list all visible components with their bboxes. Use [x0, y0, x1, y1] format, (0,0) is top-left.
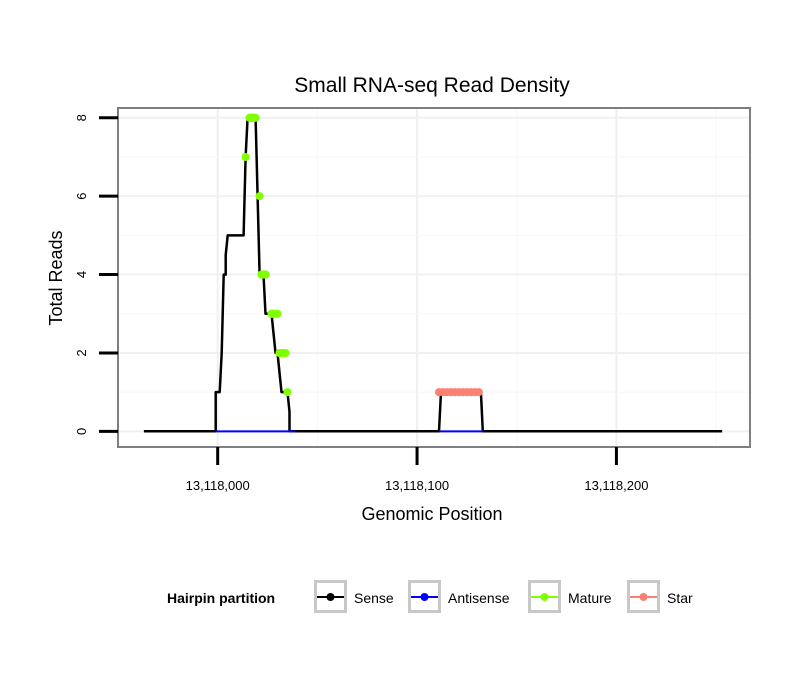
y-axis: 0 2 4 6 8	[74, 114, 118, 435]
y-tick-label: 2	[74, 349, 89, 356]
mature-point	[261, 270, 270, 279]
legend-marker-sense	[326, 593, 335, 601]
x-tick-label: 13,118,100	[385, 478, 449, 493]
star-point	[474, 388, 483, 397]
x-axis: 13,118,000 13,118,100 13,118,200	[186, 447, 648, 493]
mature-point	[281, 348, 290, 357]
series-layer	[143, 113, 723, 433]
x-axis-label: Genomic Position	[361, 504, 502, 524]
mature-point	[241, 152, 250, 161]
chart-title: Small RNA-seq Read Density	[294, 74, 570, 97]
legend-label-antisense: Antisense	[448, 590, 510, 606]
y-axis-label: Total Reads	[46, 230, 66, 325]
x-tick-label: 13,118,200	[584, 478, 648, 493]
legend: Hairpin partition Sense Antisense Mature St…	[167, 580, 693, 613]
legend-marker-mature	[540, 593, 549, 601]
y-tick-label: 6	[74, 193, 89, 200]
y-tick-label: 4	[74, 271, 89, 278]
legend-title: Hairpin partition	[167, 590, 275, 606]
mature-point	[251, 113, 260, 122]
legend-label-mature: Mature	[568, 590, 612, 606]
plot-panel	[118, 108, 750, 447]
plot-border	[117, 107, 751, 448]
y-tick-label: 0	[74, 428, 89, 435]
legend-label-star: Star	[667, 590, 693, 606]
mature-point	[255, 192, 264, 201]
mature-point	[273, 309, 282, 318]
legend-label-sense: Sense	[354, 590, 394, 606]
legend-marker-antisense	[420, 593, 429, 601]
mature-point	[283, 388, 292, 397]
legend-marker-star	[639, 593, 648, 601]
y-tick-label: 8	[74, 114, 89, 121]
x-tick-label: 13,118,000	[186, 478, 250, 493]
